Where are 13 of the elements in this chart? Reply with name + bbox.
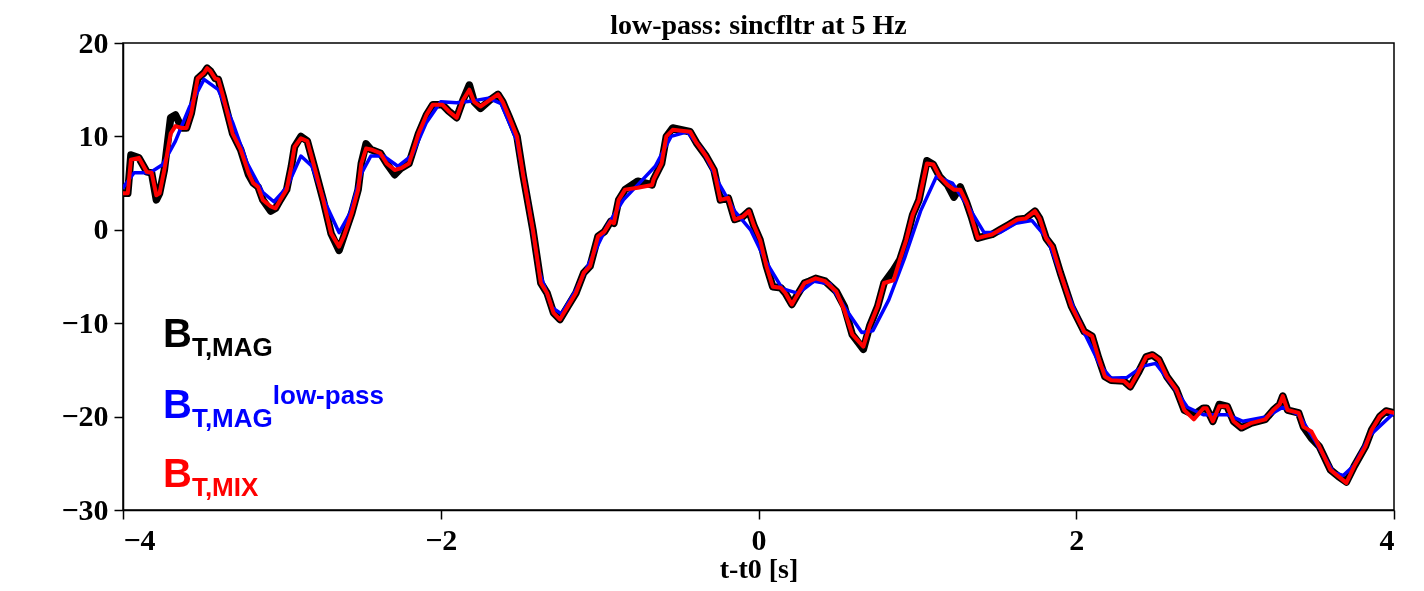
y-tick-label: 0 [93, 212, 109, 246]
y-tick-label: −20 [61, 399, 109, 433]
x-tick-label: −2 [425, 522, 458, 556]
text: B$_{T,MAG}$ [163, 310, 274, 362]
y-tick-label: 20 [78, 25, 109, 59]
text: B$_{T,MIX}$ [163, 451, 260, 502]
y-tick-label: −30 [61, 492, 109, 526]
chart-title: low-pass: sincfltr at 5 Hz [610, 9, 907, 40]
x-tick-label: 4 [1379, 522, 1395, 556]
y-tick-label: −10 [61, 305, 109, 339]
x-tick-label: −4 [123, 522, 156, 556]
y-tick-label: 10 [78, 118, 109, 152]
x-tick-label: 2 [1069, 522, 1085, 556]
